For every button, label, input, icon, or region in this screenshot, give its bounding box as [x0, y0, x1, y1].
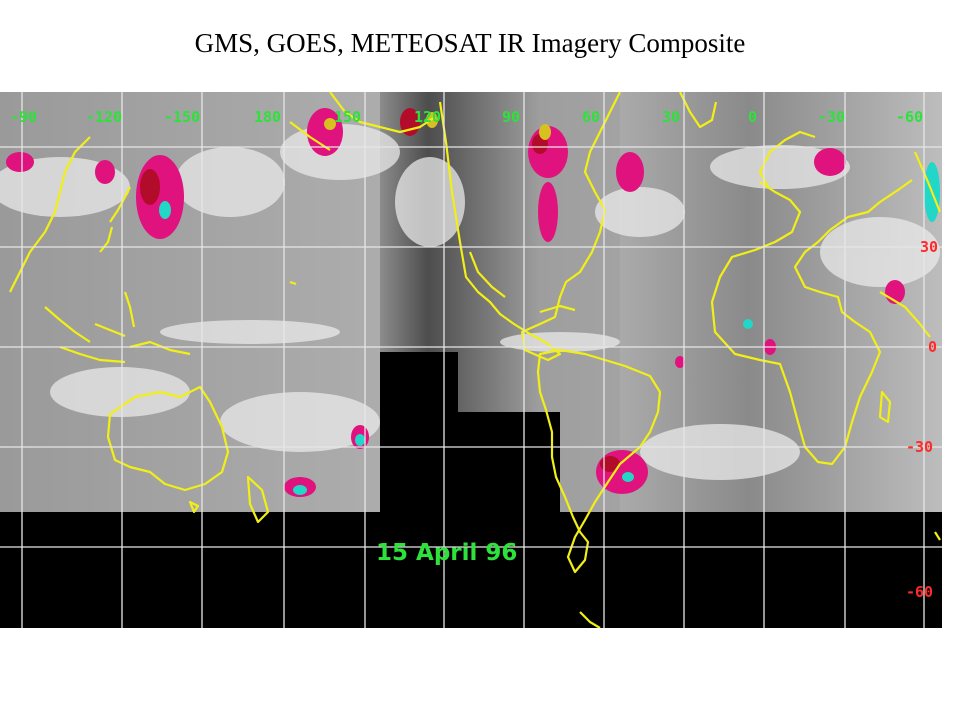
- lon-label-30: 30: [662, 108, 680, 126]
- lat-label-neg60: -60: [906, 583, 933, 601]
- imagery-layer: [0, 92, 942, 628]
- lat-label-0: 0: [928, 338, 937, 356]
- lon-label-60: 60: [582, 108, 600, 126]
- lon-label-neg150: -150: [164, 108, 200, 126]
- lon-label-neg90: -90: [10, 108, 37, 126]
- longitude-labels: -90 -120 -150 180 150 120 90 60 30 0 -30…: [10, 108, 923, 126]
- latitude-labels: 30 0 -30 -60: [906, 238, 938, 601]
- lon-label-150: 150: [334, 108, 361, 126]
- lat-label-30: 30: [920, 238, 938, 256]
- lat-lon-grid: [0, 92, 942, 628]
- satellite-composite-map: -90 -120 -150 180 150 120 90 60 30 0 -30…: [0, 92, 942, 628]
- lon-label-neg30: -30: [818, 108, 845, 126]
- lon-label-neg120: -120: [86, 108, 122, 126]
- lon-label-90: 90: [502, 108, 520, 126]
- lon-label-180: 180: [254, 108, 281, 126]
- lat-label-neg30: -30: [906, 438, 933, 456]
- lon-label-120: 120: [414, 108, 441, 126]
- date-label: 15 April 96: [376, 540, 517, 566]
- slide-title: GMS, GOES, METEOSAT IR Imagery Composite: [194, 28, 746, 58]
- lon-label-neg60: -60: [896, 108, 923, 126]
- lon-label-0: 0: [748, 108, 757, 126]
